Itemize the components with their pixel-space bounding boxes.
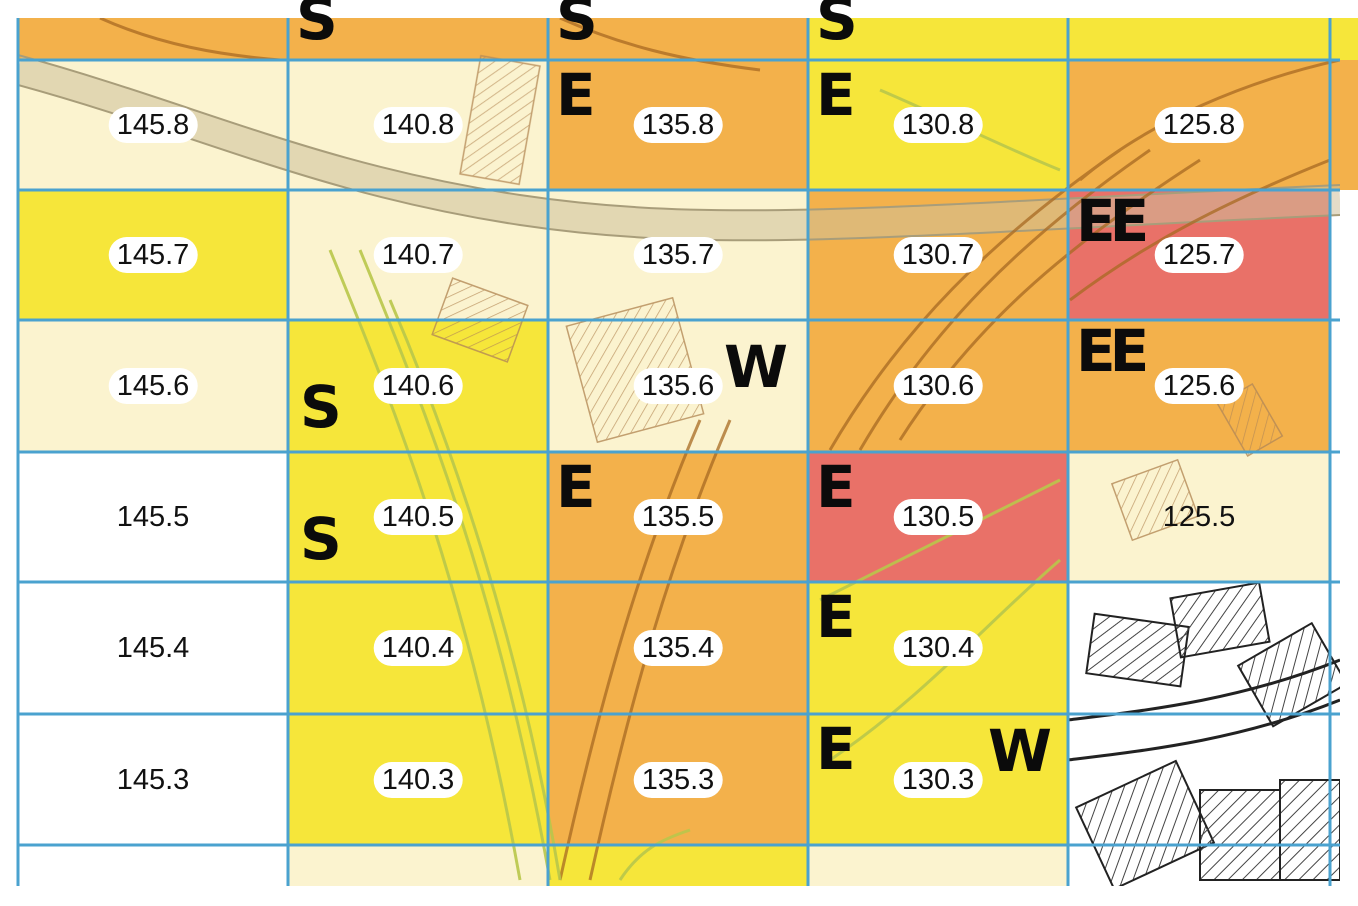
grid-value-label: 145.7: [108, 237, 198, 273]
grid-value-label: 140.3: [373, 761, 463, 798]
zone-letter-code: E: [816, 453, 856, 521]
grid-value-label: 145.8: [108, 107, 198, 143]
grid-value-label: 135.5: [633, 499, 723, 535]
zone-letter-code: E: [816, 61, 856, 129]
grid-value-label: 130.6: [893, 368, 983, 404]
grid-value-label: 125.5: [1162, 501, 1236, 533]
zone-cell-right-partial: [1330, 60, 1358, 190]
grid-value-label: 130.5: [893, 499, 983, 535]
grid-value-label: 125.7: [1154, 237, 1244, 273]
urban-block-area: [1067, 581, 1340, 886]
zone-letter-code: S: [300, 373, 342, 441]
grid-value-label: 145.4: [116, 632, 190, 664]
grid-value-label: 145.5: [116, 501, 190, 533]
grid-value-label: 135.7: [633, 237, 723, 273]
zone-cell: [18, 452, 288, 582]
zone-cell-top-partial: [808, 18, 1068, 60]
grid-value-label: 130.3: [893, 761, 983, 798]
zone-letter-code: E: [556, 453, 596, 521]
grid-value-label: 135.3: [633, 761, 723, 798]
zone-cell-bottom-partial: [808, 845, 1068, 886]
railway-curve-line-b: [18, 84, 1340, 242]
zone-cell-bottom-partial: [18, 845, 288, 886]
zone-letter-code: E: [816, 715, 856, 783]
grid-value-label: 140.5: [373, 499, 463, 535]
zone-letter-code: EE: [1076, 187, 1149, 255]
grid-value-label: 125.6: [1154, 368, 1244, 404]
zone-cell-top-partial: [1068, 18, 1330, 60]
grid-value-label: 145.3: [116, 763, 190, 796]
grid-value-label: 135.6: [633, 368, 723, 404]
zone-cell-right-partial: [1330, 18, 1358, 60]
zone-cell: [18, 582, 288, 714]
zone-cell-right-partial: [1330, 452, 1358, 582]
zone-letter-code: S: [816, 0, 858, 53]
grid-value-label: 140.6: [373, 368, 463, 404]
zone-letter-code: S: [300, 505, 342, 573]
zone-cell: [18, 714, 288, 845]
zone-letter-code: E: [556, 61, 596, 129]
grid-value-label: 145.6: [108, 368, 198, 404]
grid-value-label: 140.8: [373, 107, 463, 143]
grid-value-label: 125.8: [1154, 107, 1244, 143]
zone-letter-code: S: [296, 0, 338, 53]
zone-letter-code: W: [988, 717, 1052, 785]
zone-letter-code: E: [816, 583, 856, 651]
zone-cell-bottom-partial: [548, 845, 808, 886]
grid-value-label: 135.8: [633, 107, 723, 143]
zone-cell-bottom-partial: [288, 845, 548, 886]
zone-letter-code: W: [724, 333, 788, 401]
grid-value-label: 140.7: [373, 237, 463, 273]
zone-cell-right-partial: [1330, 320, 1358, 452]
zone-letter-code: EE: [1076, 317, 1149, 385]
zone-letter-code: S: [556, 0, 598, 53]
zone-cell: [1068, 452, 1330, 582]
grid-value-label: 140.4: [373, 630, 463, 666]
grid-value-label: 130.8: [893, 107, 983, 143]
railway-curve: [18, 55, 1340, 241]
grid-value-label: 135.4: [633, 630, 723, 666]
grid-value-label: 130.4: [893, 630, 983, 666]
railway-curve-line-a: [18, 54, 1340, 212]
zone-cell-top-partial: [288, 18, 548, 60]
zone-cell-top-partial: [548, 18, 808, 60]
grid-value-label: 130.7: [893, 237, 983, 273]
grid-lines: [16, 18, 1340, 886]
